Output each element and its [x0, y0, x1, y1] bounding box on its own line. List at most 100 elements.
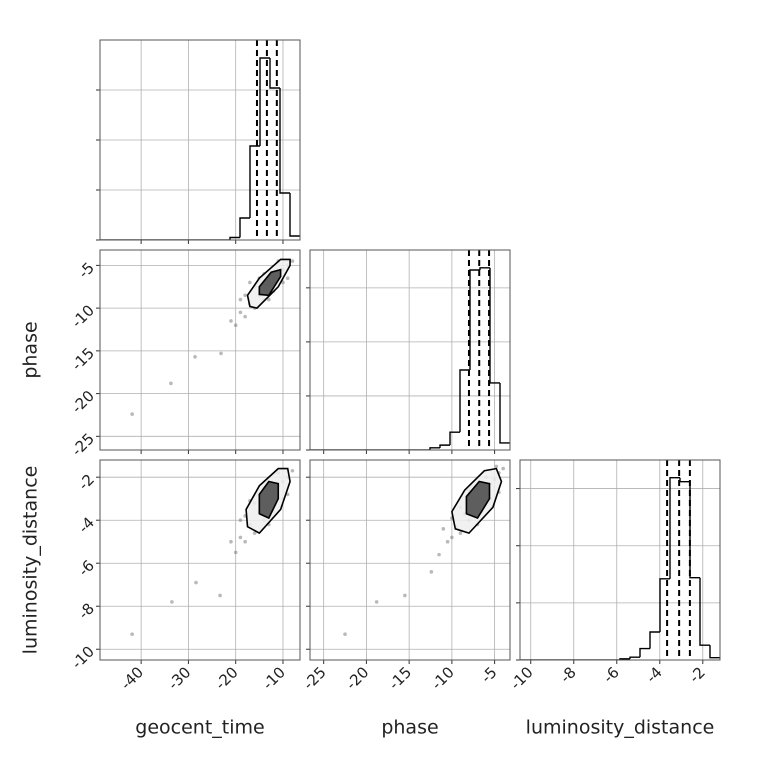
contour: [465, 480, 491, 520]
histogram-bin: [709, 645, 720, 659]
x-tick-label: -4: [642, 663, 665, 686]
histogram-bin: [689, 481, 700, 579]
histogram-bin: [249, 145, 260, 218]
plot-area: [310, 250, 510, 450]
scatter-point: [243, 293, 247, 298]
histogram-bin: [639, 647, 650, 658]
plot-area: [100, 40, 300, 240]
histogram-bin: [259, 57, 270, 146]
histogram-bin: [439, 444, 450, 448]
scatter-point: [343, 632, 347, 636]
panel-frame: [309, 249, 511, 451]
x-axis-label: phase: [381, 717, 438, 739]
y-tick-label: -25: [68, 430, 98, 460]
histogram-bin: [279, 88, 290, 194]
x-tick-label: -8: [556, 663, 579, 686]
scatter-point: [130, 412, 134, 416]
histogram-bin: [649, 631, 660, 649]
scatter-point: [290, 468, 295, 473]
scatter-point: [281, 280, 285, 285]
panel: [306, 249, 511, 454]
scatter-point: [374, 600, 379, 604]
scatter-point: [437, 552, 441, 557]
panel-frame: [99, 459, 301, 661]
histogram-bin: [269, 58, 280, 89]
x-axis-label: geocent_time: [135, 717, 264, 739]
scatter-point: [169, 381, 173, 386]
y-tick-label: -20: [68, 387, 98, 417]
scatter-point: [494, 464, 499, 469]
scatter-point: [243, 314, 247, 319]
histogram-bin: [459, 369, 470, 433]
x-tick-label: -20: [212, 663, 242, 693]
x-tick-label: -5: [477, 663, 500, 686]
panel-frame: [99, 249, 301, 451]
y-tick-label: -8: [75, 600, 98, 623]
y-tick-label: -5: [75, 259, 98, 282]
panel-frame: [99, 39, 301, 241]
x-tick-label: -10: [259, 663, 289, 693]
histogram-bin: [229, 236, 240, 240]
scatter-point: [218, 593, 222, 598]
histogram-bin: [469, 269, 480, 370]
scatter-point: [285, 276, 290, 281]
x-axis-label: luminosity_distance: [526, 717, 715, 739]
y-axis-label: luminosity_distance: [20, 466, 42, 655]
panel: -25 -20 -15 -10 -5 phase: [20, 249, 301, 460]
scatter-point: [429, 570, 434, 574]
scatter-point: [458, 531, 463, 535]
x-tick-label: -25: [300, 663, 330, 693]
histogram-bin: [669, 477, 680, 579]
scatter-point: [229, 539, 233, 544]
histogram-bin: [629, 656, 640, 659]
scatter-point: [248, 280, 252, 285]
plot-area: [520, 460, 720, 660]
panel-frame: [519, 459, 721, 661]
scatter-point: [290, 259, 295, 263]
scatter-point: [233, 550, 238, 555]
scatter-point: [233, 323, 238, 328]
contour: [258, 268, 282, 297]
histogram-bin: [699, 577, 710, 646]
plot-area: [130, 258, 295, 416]
histogram-bin: [289, 193, 300, 237]
histogram-bin: [449, 431, 460, 446]
x-tick-label: -6: [599, 663, 622, 686]
panel: -10 -8 -6 -4 -2 luminosity_distance: [507, 459, 721, 739]
scatter-point: [501, 466, 505, 471]
histogram-bin: [499, 382, 510, 444]
y-axis-label: phase: [20, 321, 42, 378]
scatter-point: [266, 297, 271, 302]
y-tick-label: -6: [75, 557, 98, 580]
scatter-point: [243, 539, 247, 544]
x-tick-label: -10: [428, 663, 458, 693]
scatter-point: [229, 319, 233, 323]
scatter-point: [238, 518, 243, 523]
scatter-point: [441, 527, 446, 531]
x-tick-label: -30: [164, 663, 194, 693]
histogram-bin: [659, 578, 670, 632]
panel: [96, 39, 301, 244]
scatter-point: [193, 355, 197, 359]
x-tick-label: -15: [385, 663, 415, 693]
histogram-bin: [679, 477, 690, 483]
scatter-point: [130, 632, 134, 636]
x-tick-label: -10: [507, 663, 537, 693]
x-tick-label: -20: [342, 663, 372, 693]
x-tick-label: -2: [685, 663, 708, 686]
y-tick-label: -4: [75, 513, 98, 536]
x-tick-label: -40: [117, 663, 147, 693]
histogram-bin: [479, 267, 490, 270]
scatter-point: [403, 593, 407, 598]
y-tick-label: -10: [68, 301, 98, 331]
y-tick-label: -10: [68, 643, 98, 673]
scatter-point: [194, 580, 198, 585]
scatter-point: [252, 531, 257, 535]
y-tick-label: -2: [75, 470, 98, 493]
scatter-point: [238, 310, 243, 315]
contour: [258, 480, 280, 520]
histogram-bin: [239, 217, 250, 238]
scatter-point: [238, 535, 243, 540]
